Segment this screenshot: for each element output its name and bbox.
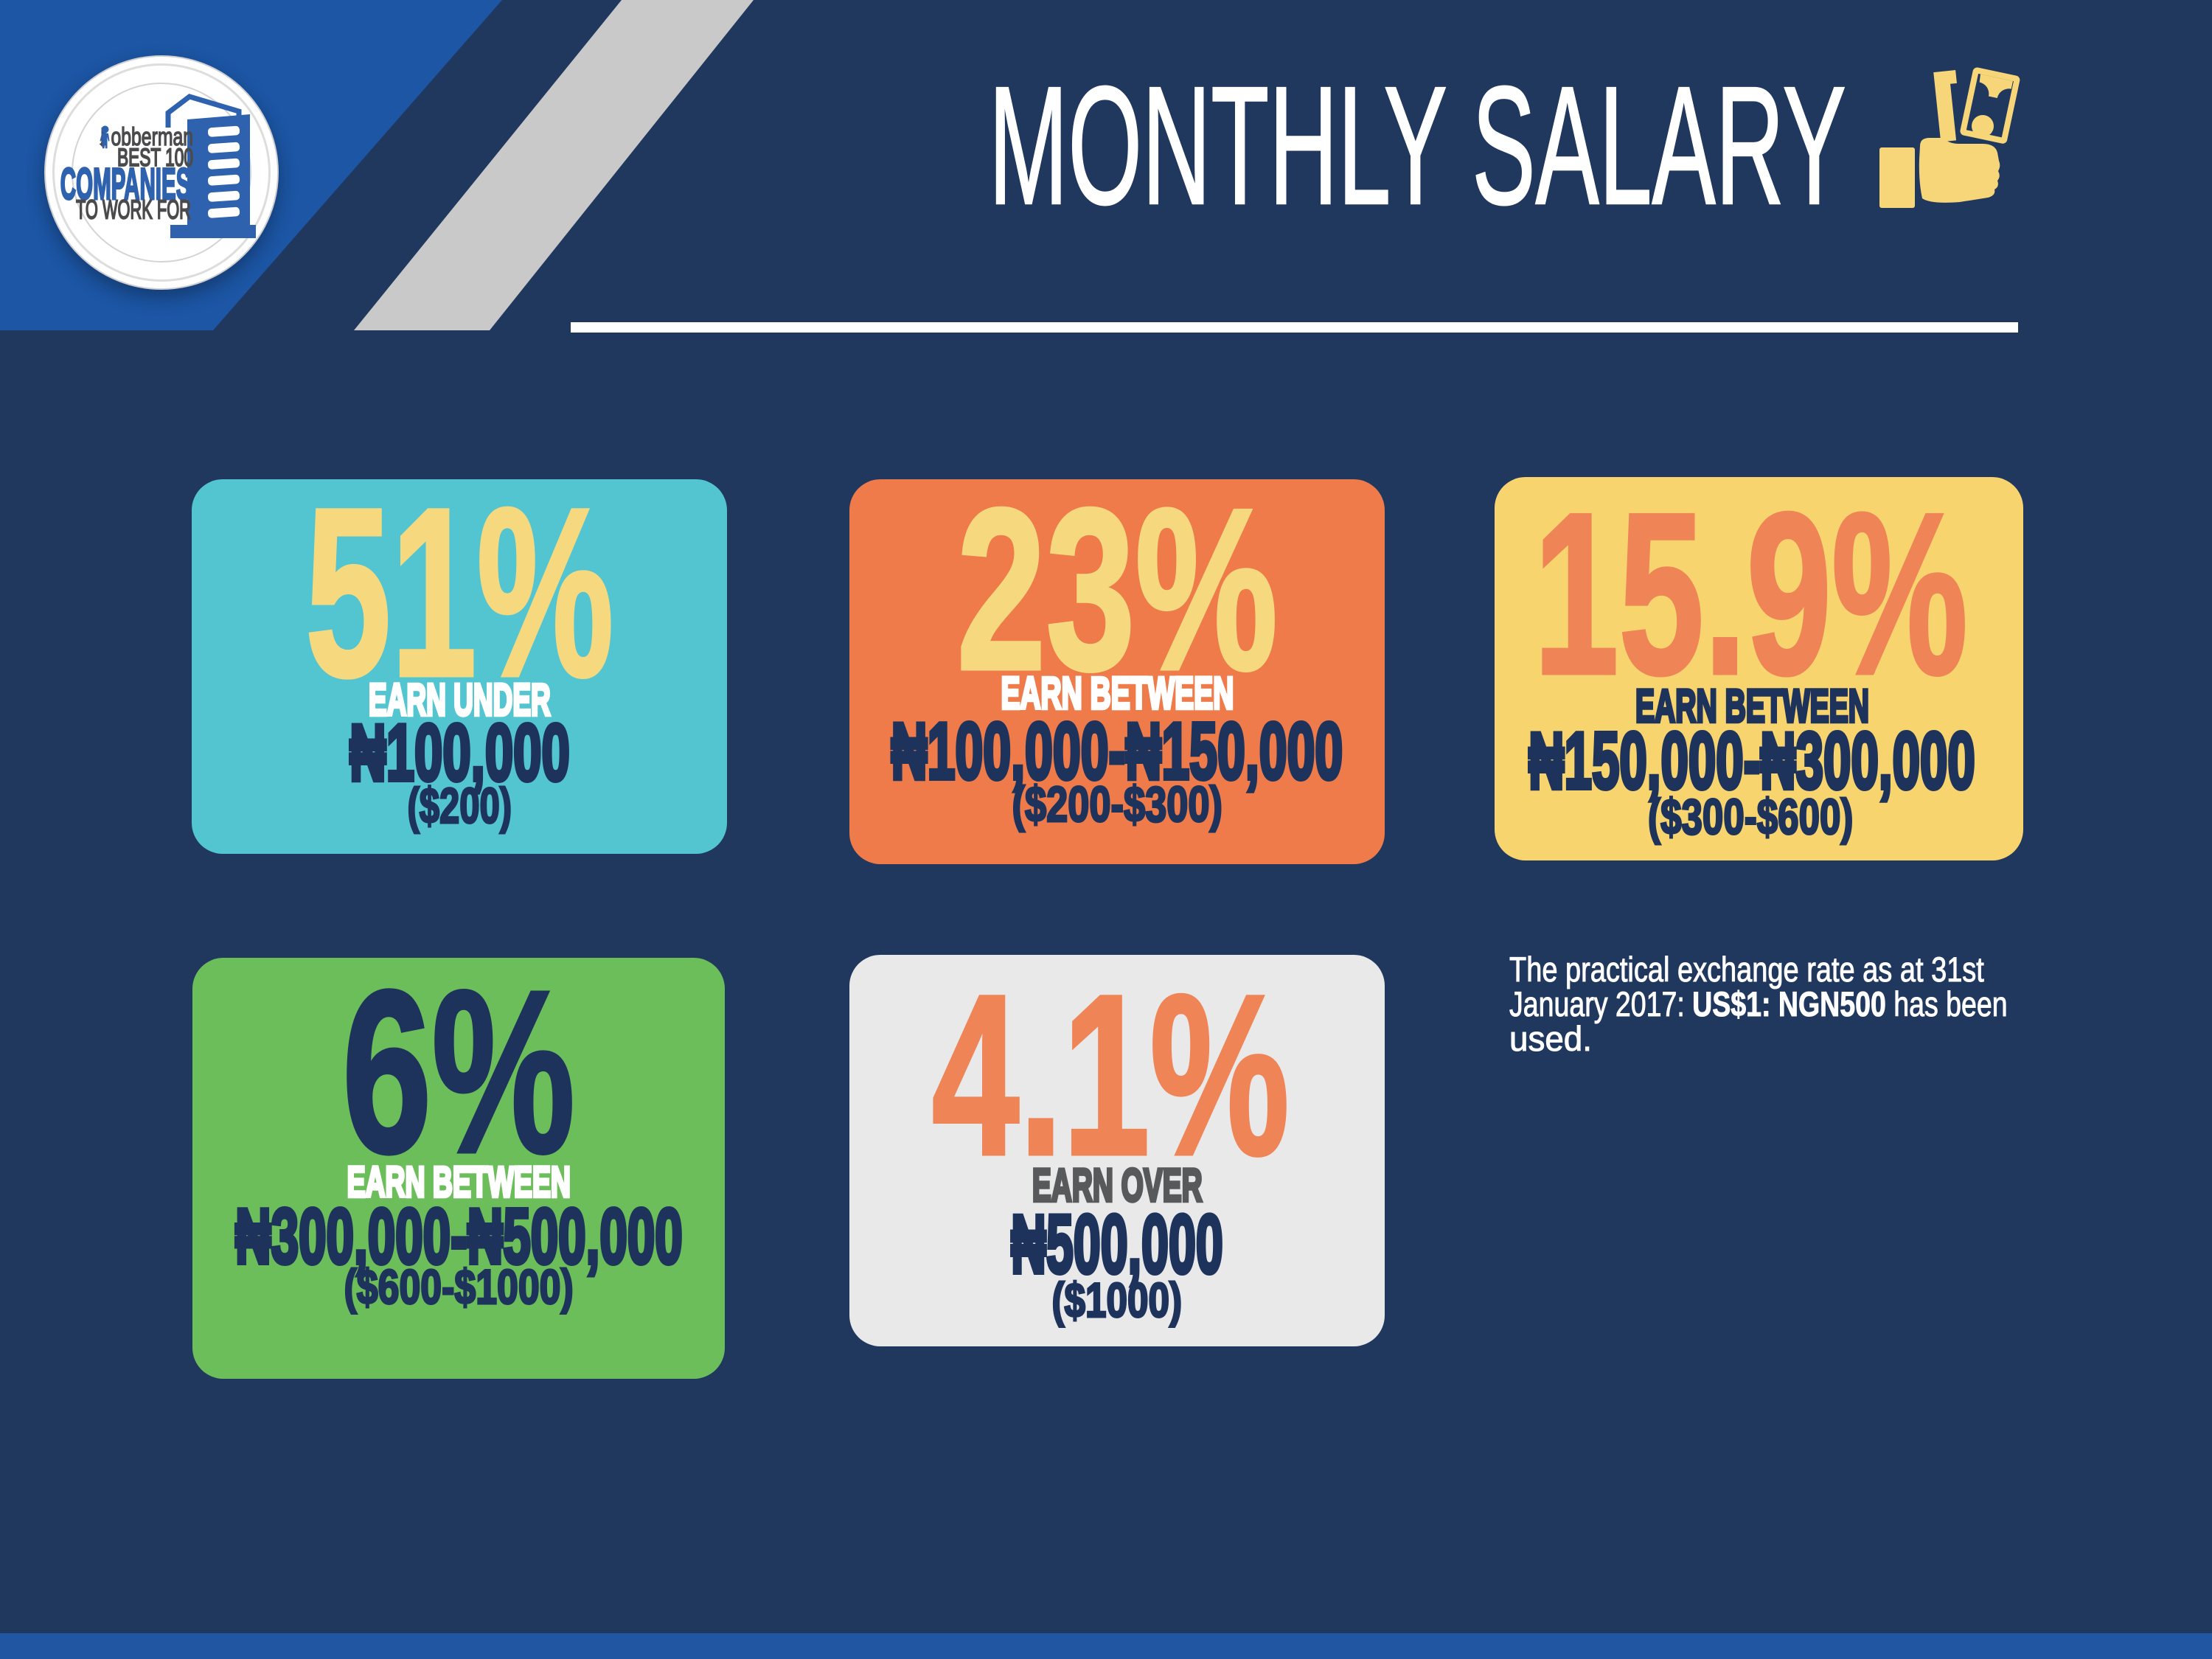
svg-text:BEST 100: BEST 100 <box>117 144 193 172</box>
svg-text:COMPANIES: COMPANIES <box>60 160 191 209</box>
svg-text:TO WORK FOR: TO WORK FOR <box>76 195 191 225</box>
svg-text:obberman: obberman <box>111 123 193 151</box>
